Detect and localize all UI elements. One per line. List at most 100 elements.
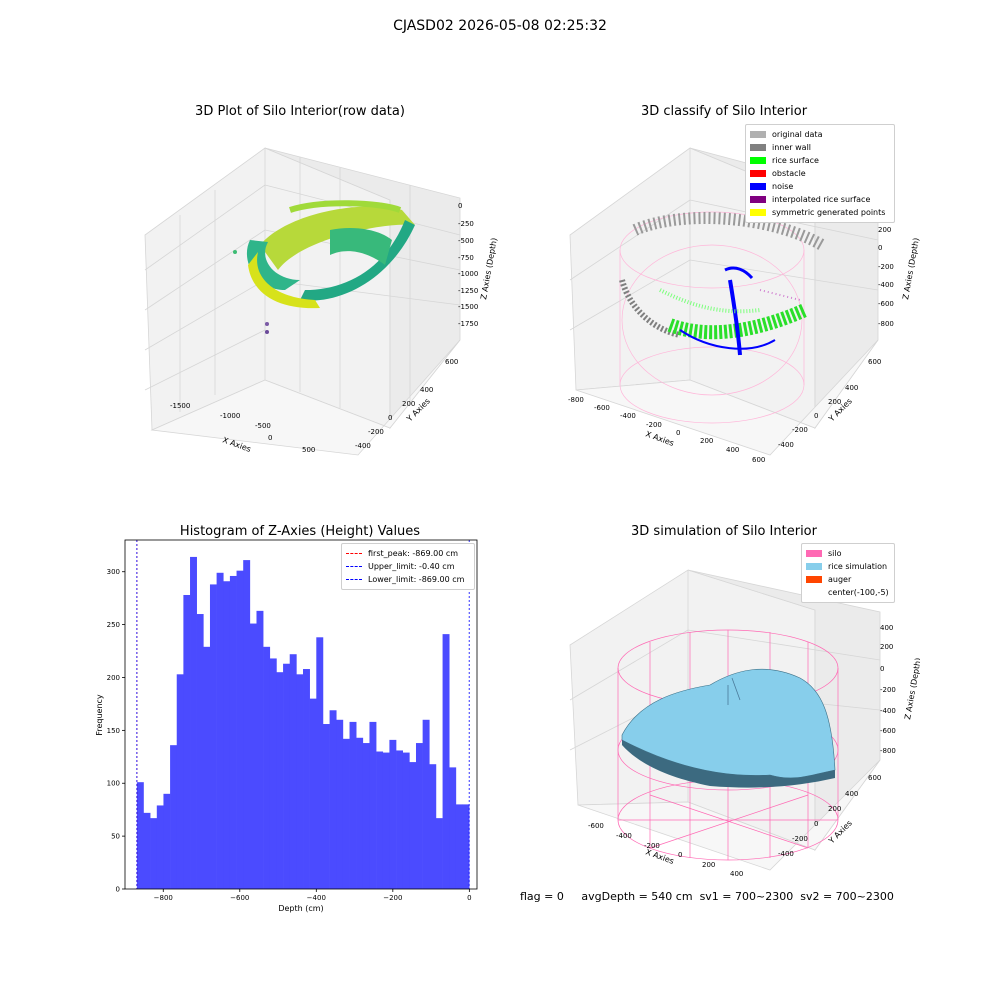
y-tick-label: 300 (107, 568, 120, 576)
panel4-yticks: 600 400 200 0 -200 -400 (778, 774, 881, 858)
tick: -600 (878, 300, 894, 308)
tick: -600 (594, 404, 610, 412)
status-sv1: sv1 = 700~2300 (699, 890, 794, 903)
histogram-bar (422, 719, 430, 889)
histogram-bar (409, 762, 417, 889)
histogram-bar (336, 719, 344, 889)
histogram-bar (462, 804, 470, 889)
status-line: flag = 0 avgDepth = 540 cm sv1 = 700~230… (520, 890, 894, 903)
histogram-xticks: −800 −600 −400 −200 0 (154, 889, 472, 902)
histogram-bar (329, 710, 337, 889)
histogram-bar (269, 658, 277, 889)
panel1-yticks: 600 400 200 0 -200 -400 (355, 358, 458, 450)
histogram-bar (322, 724, 330, 889)
tick: 600 (752, 456, 765, 464)
tick: -1500 (170, 402, 190, 410)
legend-swatch (750, 209, 766, 216)
tick: 600 (445, 358, 458, 366)
panel2-classified-points (619, 211, 825, 424)
tick: 400 (730, 870, 743, 878)
tick: 0 (814, 820, 818, 828)
tick: 400 (845, 790, 858, 798)
panel4-legend: silo rice simulation auger center(-100,-… (801, 543, 895, 603)
tick: -1750 (458, 320, 478, 328)
tick: -400 (620, 412, 636, 420)
x-tick-label: −200 (383, 894, 402, 902)
tick: 0 (676, 429, 680, 437)
tick: -800 (880, 747, 896, 755)
histogram-bar (209, 584, 217, 889)
tick: -250 (458, 220, 474, 228)
histogram-bar (216, 572, 224, 889)
histogram-bar (156, 805, 164, 889)
tick: 200 (828, 805, 841, 813)
y-tick-label: 250 (107, 621, 120, 629)
histogram-bar (362, 743, 370, 889)
legend-swatch (806, 550, 822, 557)
histogram-bar (170, 745, 178, 889)
histogram-bar (243, 560, 251, 889)
legend-line (346, 553, 362, 554)
status-avg-depth: avgDepth = 540 cm (581, 890, 693, 903)
panel2-zlabel: Z Axies (Depth) (901, 237, 920, 300)
histogram-bar (396, 750, 403, 889)
histogram-bar (316, 637, 324, 889)
legend-item: symmetric generated points (750, 206, 890, 219)
legend-swatch (750, 157, 766, 164)
histogram-bar (369, 721, 377, 889)
tick: -200 (792, 835, 808, 843)
status-sv2: sv2 = 700~2300 (800, 890, 894, 903)
legend-swatch (750, 196, 766, 203)
legend-item: noise (750, 180, 890, 193)
histogram-bar (389, 739, 397, 889)
panel4-zlabel: Z Axies (Depth) (903, 657, 920, 720)
legend-swatch (750, 131, 766, 138)
histogram-bar (236, 570, 244, 889)
histogram-bars (136, 556, 470, 889)
panel2-zticks: 200 0 -200 -400 -600 -800 (878, 226, 894, 328)
tick: 0 (814, 412, 818, 420)
histogram-bar (349, 721, 357, 889)
tick: 400 (880, 624, 893, 632)
panel1-3d-plot: -1500 -1000 -500 0 500 X Axies 600 400 2… (144, 147, 499, 456)
legend-item: Lower_limit: -869.00 cm (346, 573, 470, 586)
histogram-bar (136, 782, 144, 889)
panel1-zlabel: Z Axies (Depth) (479, 237, 499, 300)
legend-line (346, 566, 362, 567)
histogram-bar (309, 698, 317, 889)
panel1-xticks: -1500 -1000 -500 0 500 (170, 402, 315, 454)
tick: 600 (868, 358, 881, 366)
legend-item: rice surface (750, 154, 890, 167)
histogram-title: Histogram of Z-Axies (Height) Values (179, 524, 421, 539)
histogram-bar (429, 764, 437, 889)
tick: -1250 (458, 287, 478, 295)
panel1-point-cloud (233, 200, 415, 334)
tick: 600 (868, 774, 881, 782)
histogram-bar (150, 818, 158, 889)
histogram-bar (455, 804, 463, 889)
legend-swatch (750, 170, 766, 177)
tick: -200 (368, 428, 384, 436)
panel2-xticks: -800 -600 -400 -200 0 200 400 600 (568, 396, 765, 464)
tick: -400 (880, 707, 896, 715)
legend-swatch (750, 183, 766, 190)
tick: 200 (828, 398, 841, 406)
legend-item: Upper_limit: -0.40 cm (346, 560, 470, 573)
histogram-bar (342, 738, 350, 889)
histogram-legend: first_peak: -869.00 cm Upper_limit: -0.4… (341, 543, 475, 590)
histogram-bar (223, 581, 231, 889)
tick: -750 (458, 254, 474, 262)
y-tick-label: 150 (107, 727, 120, 735)
legend-item: interpolated rice surface (750, 193, 890, 206)
legend-item: obstacle (750, 167, 890, 180)
histogram-bar (256, 610, 264, 889)
tick: -400 (355, 442, 371, 450)
tick: 400 (845, 384, 858, 392)
tick: 200 (880, 643, 893, 651)
histogram-bar (276, 672, 284, 889)
x-tick-label: −400 (307, 894, 326, 902)
legend-swatch (750, 144, 766, 151)
x-tick-label: 0 (467, 894, 471, 902)
histogram-bar (263, 646, 271, 889)
tick: -400 (778, 850, 794, 858)
